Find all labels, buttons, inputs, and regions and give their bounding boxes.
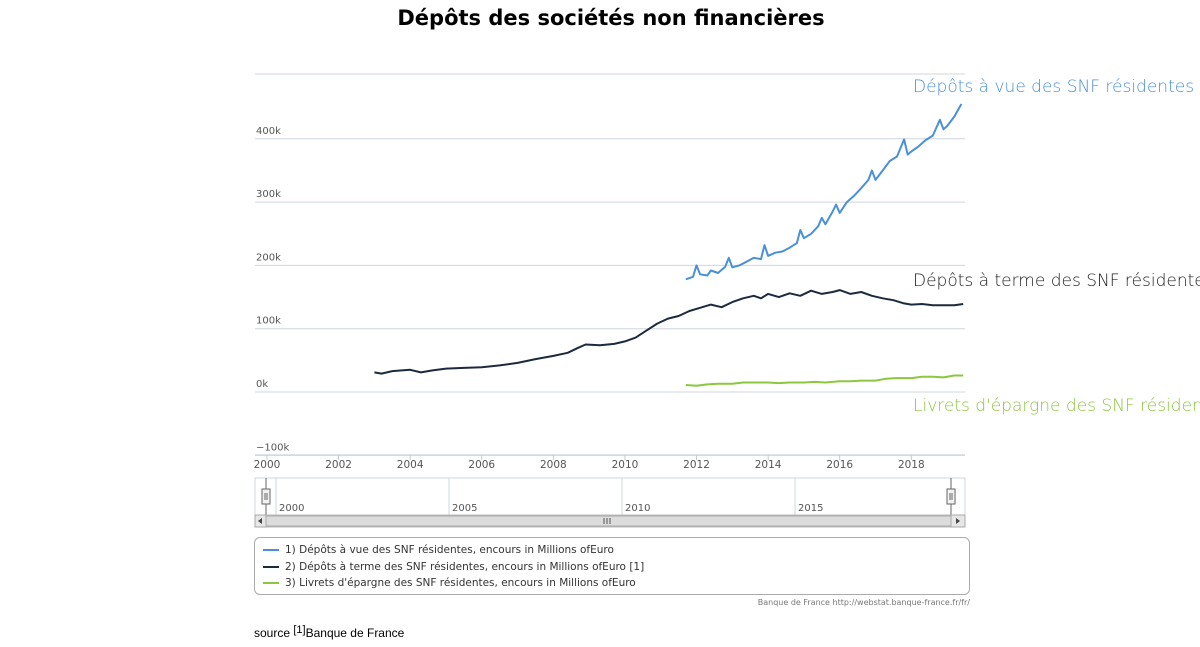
legend-item[interactable]: 1) Dépôts à vue des SNF résidentes, enco… bbox=[261, 542, 963, 559]
series-line bbox=[374, 289, 964, 375]
x-tick-label: 2004 bbox=[397, 459, 424, 471]
x-tick-label: 2014 bbox=[755, 459, 782, 471]
y-tick-label: 200k bbox=[256, 252, 281, 263]
x-tick-label: 2002 bbox=[325, 459, 352, 471]
series-line bbox=[685, 103, 963, 281]
legend-swatch bbox=[263, 582, 279, 585]
source-prefix: source bbox=[254, 626, 294, 640]
legend-item[interactable]: 3) Livrets d'épargne des SNF résidentes,… bbox=[261, 575, 963, 592]
navigator-handle[interactable] bbox=[261, 488, 271, 505]
legend-label: 3) Livrets d'épargne des SNF résidentes,… bbox=[285, 577, 636, 590]
chart-credits[interactable]: Banque de France http://webstat.banque-f… bbox=[757, 598, 970, 607]
y-tick-label: 400k bbox=[256, 126, 281, 137]
y-tick-label: −100k bbox=[256, 442, 289, 453]
legend-item[interactable]: 2) Dépôts à terme des SNF résidentes, en… bbox=[261, 559, 963, 576]
legend-swatch bbox=[263, 549, 279, 552]
series-label: Dépôts à terme des SNF résidentes bbox=[913, 271, 1200, 291]
arrow-right-icon bbox=[956, 518, 960, 524]
series-label: Dépôts à vue des SNF résidentes bbox=[913, 77, 1194, 97]
series-lines bbox=[374, 103, 964, 387]
x-tick-label: 2000 bbox=[254, 459, 281, 471]
x-tick-label: 2006 bbox=[468, 459, 495, 471]
scrollbar-thumb[interactable] bbox=[265, 515, 952, 527]
x-tick-label: 2008 bbox=[540, 459, 567, 471]
x-tick-label: 2012 bbox=[683, 459, 710, 471]
navigator-tick-label: 2015 bbox=[798, 503, 823, 514]
x-tick-label: 2010 bbox=[612, 459, 639, 471]
series-labels: Dépôts à vue des SNF résidentes Dépôts à … bbox=[913, 77, 1200, 416]
navigator[interactable]: 2000 2005 2010 2015 bbox=[254, 477, 966, 528]
source-text: Banque de France bbox=[305, 626, 405, 640]
source-ref[interactable]: [1] bbox=[293, 624, 306, 636]
arrow-left-icon bbox=[258, 518, 262, 524]
y-tick-label: 300k bbox=[256, 189, 281, 200]
x-axis: 2000 2002 2004 2006 2008 2010 2012 2014 2016 2018 bbox=[254, 454, 965, 471]
legend: 1) Dépôts à vue des SNF résidentes, enco… bbox=[254, 537, 970, 595]
navigator-handle[interactable] bbox=[946, 488, 956, 505]
navigator-frame bbox=[254, 477, 966, 516]
navigator-tick-label: 2005 bbox=[452, 503, 477, 514]
grid-lines bbox=[255, 73, 965, 456]
legend-swatch bbox=[263, 565, 279, 568]
navigator-tick-label: 2010 bbox=[625, 503, 650, 514]
legend-label: 2) Dépôts à terme des SNF résidentes, en… bbox=[285, 560, 645, 573]
source-note: source [1]Banque de France bbox=[254, 624, 404, 640]
x-tick-label: 2016 bbox=[826, 459, 853, 471]
y-axis-ticks: −100k 0k 100k 200k 300k 400k bbox=[256, 126, 289, 453]
y-tick-label: 0k bbox=[256, 379, 268, 390]
navigator-tick-label: 2000 bbox=[279, 503, 304, 514]
chart-title: Dépôts des sociétés non financières bbox=[397, 6, 825, 30]
legend-label: 1) Dépôts à vue des SNF résidentes, enco… bbox=[285, 544, 614, 557]
series-line bbox=[685, 374, 964, 387]
series-label: Livrets d'épargne des SNF résidentes bbox=[913, 396, 1200, 416]
y-tick-label: 100k bbox=[256, 316, 281, 327]
x-tick-label: 2018 bbox=[898, 459, 925, 471]
